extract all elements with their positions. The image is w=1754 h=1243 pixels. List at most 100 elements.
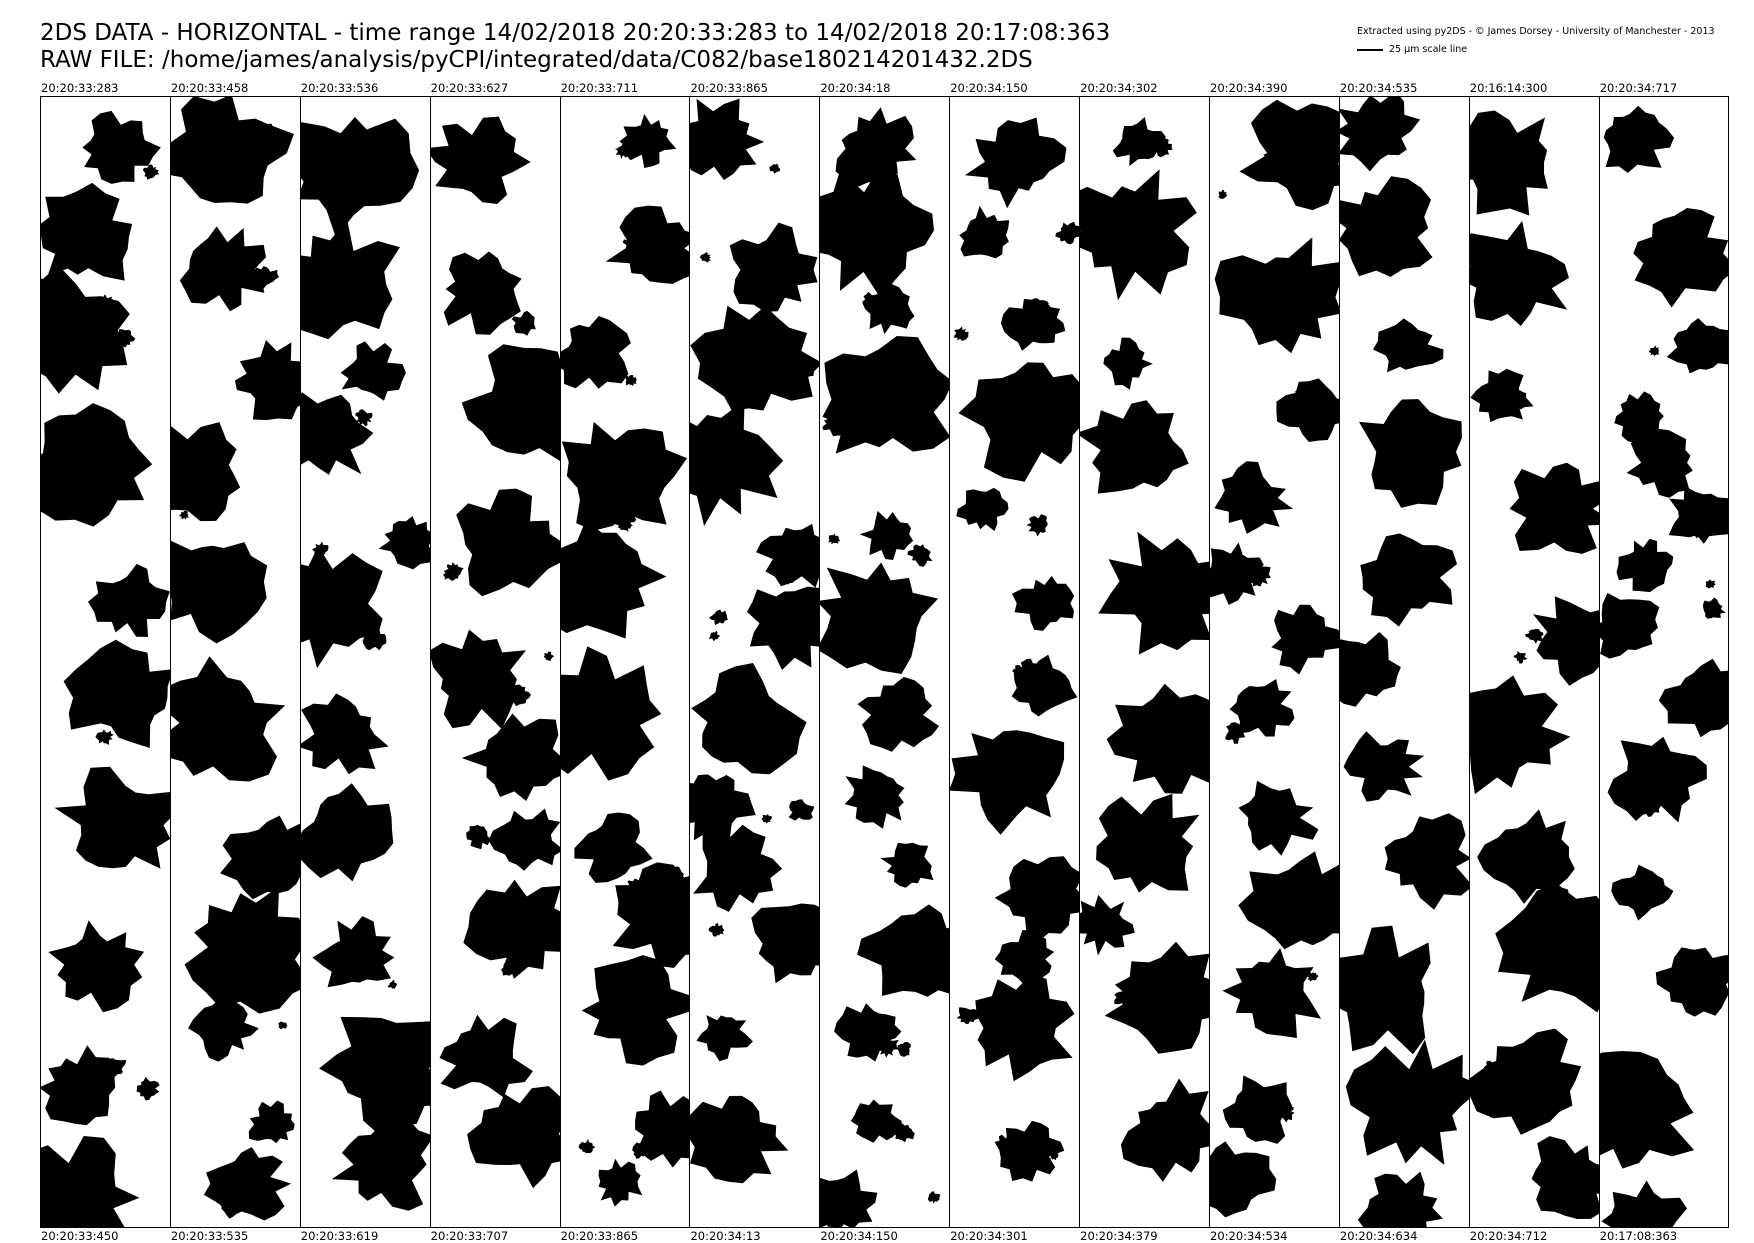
strip-start-time: 20:20:33:711: [561, 81, 638, 95]
particle-image: [180, 226, 266, 311]
particle-image: [1533, 596, 1599, 686]
small-particle: [278, 1021, 288, 1029]
particle-image: [1239, 100, 1338, 210]
strip-end-time: 20:20:34:301: [950, 1229, 1027, 1243]
strip-end-time: 20:20:33:535: [171, 1229, 248, 1243]
chart-title: 2DS DATA - HORIZONTAL - time range 14/02…: [40, 20, 1110, 74]
particle-image: [41, 1045, 117, 1125]
particle-frame: [431, 96, 560, 1228]
particle-image: [1616, 539, 1673, 592]
particle-image: [1012, 576, 1074, 631]
credit-text: Extracted using py2DS - © James Dorsey -…: [1357, 26, 1715, 37]
particle-image: [1080, 400, 1189, 493]
small-particle: [95, 729, 113, 745]
small-particle: [578, 1139, 595, 1153]
particle-image: [312, 916, 394, 987]
particle-image: [1080, 169, 1197, 300]
particle-images: [950, 97, 1079, 1227]
strip-start-time: 20:20:33:458: [171, 81, 248, 95]
particle-image: [691, 306, 820, 411]
particle-image: [1210, 1141, 1276, 1217]
particle-image: [1470, 111, 1548, 216]
strip-start-time: 20:20:34:390: [1210, 81, 1287, 95]
particle-image: [574, 813, 652, 883]
particle-image: [171, 656, 285, 781]
strip-start-time: 20:20:33:536: [301, 81, 378, 95]
scale-label: 25 μm scale line: [1389, 44, 1467, 55]
particle-frame: [1600, 96, 1728, 1228]
strip-start-time: 20:20:33:865: [690, 81, 767, 95]
particle-image: [431, 117, 531, 204]
particle-image: [1222, 948, 1321, 1038]
particle-image: [820, 167, 934, 299]
particle-image: [1104, 338, 1153, 390]
particle-image: [1340, 97, 1420, 171]
particle-image: [1470, 1029, 1581, 1135]
strip-end-time: 20:20:34:634: [1340, 1229, 1417, 1243]
particle-image: [1358, 1172, 1443, 1227]
small-particle: [957, 1007, 979, 1024]
strip-start-time: 20:20:33:283: [41, 81, 118, 95]
particle-images: [171, 97, 300, 1227]
particle-image: [1601, 1181, 1687, 1228]
particle-image: [301, 392, 373, 474]
particle-image: [690, 99, 764, 181]
strip-end-time: 20:20:34:712: [1470, 1229, 1547, 1243]
particle-image: [1600, 593, 1659, 659]
particle-image: [431, 630, 526, 730]
strip-start-time: 20:20:34:150: [950, 81, 1027, 95]
particle-image: [1659, 659, 1728, 737]
small-particle: [1703, 598, 1726, 619]
small-particle: [1525, 629, 1544, 644]
particle-images: [1600, 97, 1728, 1227]
particle-image: [41, 1136, 139, 1227]
particle-image: [1080, 895, 1135, 956]
small-particle: [544, 652, 554, 661]
strip-start-time: 20:16:14:300: [1470, 81, 1547, 95]
particle-image: [319, 1017, 430, 1135]
particle-image: [976, 975, 1075, 1081]
particle-image: [605, 206, 689, 284]
particle-image: [439, 1015, 532, 1098]
particle-image: [1121, 1079, 1209, 1182]
particle-image: [461, 714, 559, 802]
particle-image: [235, 340, 300, 420]
particle-image: [857, 904, 949, 997]
particle-frame: [561, 96, 690, 1228]
strip-end-time: 20:20:34:379: [1080, 1229, 1157, 1243]
small-particle: [387, 980, 397, 989]
small-particle: [137, 1077, 160, 1101]
particle-images: [561, 97, 690, 1227]
strip-end-time: 20:20:34:150: [820, 1229, 897, 1243]
particle-image: [1385, 813, 1469, 910]
particle-image: [171, 97, 294, 204]
strip-end-time: 20:20:34:534: [1210, 1229, 1287, 1243]
particle-image: [1276, 378, 1338, 442]
small-particle: [709, 923, 725, 937]
particle-image: [995, 856, 1079, 943]
small-particle: [928, 1191, 940, 1204]
small-particle: [1648, 345, 1658, 356]
particle-image: [64, 640, 170, 748]
particle-frame: [171, 96, 300, 1228]
small-particle: [625, 375, 636, 386]
particle-image: [443, 252, 521, 335]
particle-image: [694, 825, 783, 912]
particle-image: [845, 765, 905, 828]
small-particle: [908, 544, 933, 567]
particle-image: [957, 488, 1009, 531]
particle-image: [612, 862, 689, 968]
strip-end-time: 20:20:33:619: [301, 1229, 378, 1243]
particle-image: [752, 904, 820, 984]
particle-image: [467, 1086, 560, 1188]
particle-frame: [690, 96, 819, 1228]
particle-image: [1633, 208, 1728, 308]
